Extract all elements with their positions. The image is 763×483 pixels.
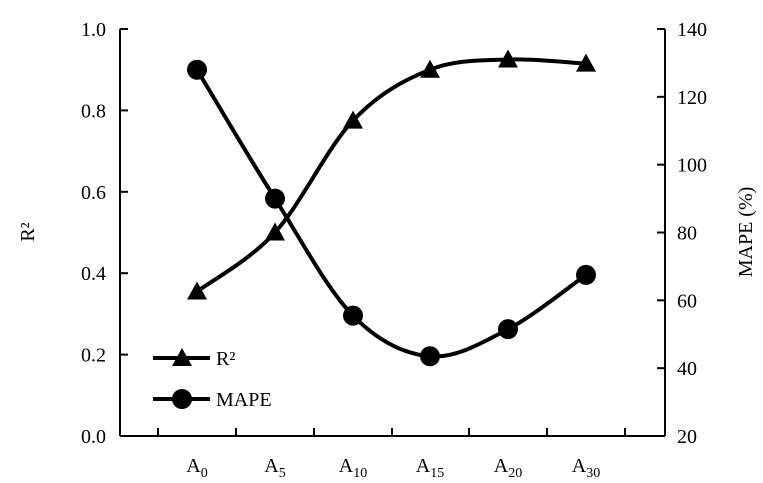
left-tick-label: 0.8 — [81, 100, 106, 122]
circle-marker — [420, 346, 440, 367]
left-y-ticks: 0.0 0.2 0.4 0.6 0.8 1.0 — [81, 19, 128, 448]
x-category-label: A5 — [264, 455, 285, 481]
x-category-label: A10 — [339, 455, 367, 481]
circle-marker — [576, 264, 596, 285]
left-tick-label: 0.6 — [81, 182, 106, 204]
triangle-marker — [265, 222, 285, 241]
circle-marker — [343, 305, 363, 326]
right-tick-label: 140 — [677, 19, 707, 41]
legend: R² MAPE — [153, 348, 272, 411]
triangle-marker — [498, 49, 518, 68]
triangle-marker — [343, 110, 363, 129]
series-line — [195, 57, 587, 294]
right-tick-label: 120 — [677, 87, 707, 109]
left-tick-label: 0.4 — [81, 263, 106, 285]
series-mape — [187, 59, 596, 367]
right-tick-label: 40 — [677, 358, 697, 380]
legend-label-r2: R² — [216, 348, 235, 370]
triangle-marker — [187, 281, 207, 300]
legend-label-mape: MAPE — [216, 389, 272, 411]
right-y-axis-title: MAPE (%) — [735, 187, 757, 278]
circle-marker — [187, 59, 207, 80]
x-category-label: A15 — [416, 455, 444, 481]
circle-marker — [265, 188, 285, 209]
left-tick-label: 1.0 — [81, 19, 106, 41]
legend-triangle-marker — [172, 348, 192, 366]
triangle-marker — [576, 53, 596, 72]
legend-item-r2: R² — [153, 348, 235, 370]
right-tick-label: 100 — [677, 155, 707, 177]
series-layer — [187, 49, 596, 367]
x-ticks: A0 A5 A10 A15 A20 A30 — [119, 428, 666, 481]
legend-item-mape: MAPE — [153, 389, 272, 411]
triangle-marker — [420, 59, 440, 78]
left-tick-label: 0.2 — [81, 345, 106, 367]
left-tick-label: 0.0 — [81, 426, 106, 448]
left-y-axis-title: R² — [17, 222, 39, 241]
right-tick-label: 20 — [677, 426, 697, 448]
series-r2 — [187, 49, 596, 300]
series-line — [195, 68, 588, 359]
x-category-label: A20 — [494, 455, 522, 481]
right-y-ticks: 20 40 60 80 100 120 140 — [657, 19, 707, 448]
right-tick-label: 60 — [677, 290, 697, 312]
legend-circle-marker — [172, 389, 192, 409]
x-category-label: A30 — [572, 455, 600, 481]
circle-marker — [498, 319, 518, 340]
x-category-label: A0 — [186, 455, 207, 481]
right-tick-label: 80 — [677, 223, 697, 245]
